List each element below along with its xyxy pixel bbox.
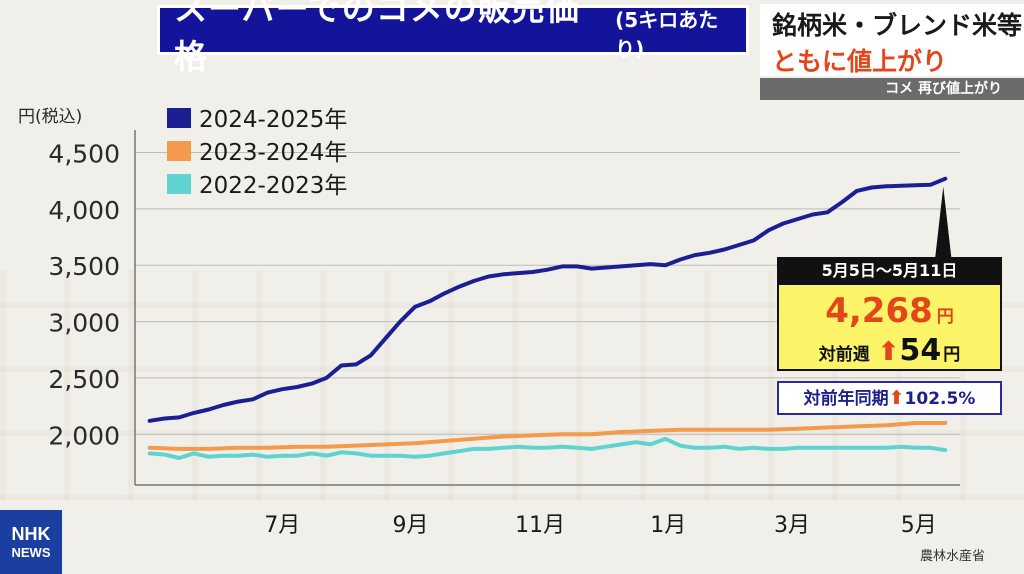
y-tick-label: 4,000 — [48, 196, 120, 225]
legend-swatch — [167, 141, 191, 161]
weekly-change-value: 54 — [899, 333, 942, 368]
source-credit: 農林水産省 — [920, 549, 986, 564]
yoy-value: 102.5% — [904, 389, 976, 409]
legend-label: 2023-2024年 — [199, 140, 347, 166]
logo-top: NHK — [11, 524, 51, 544]
y-tick-label: 3,000 — [48, 309, 120, 338]
x-tick-label: 5月 — [901, 513, 937, 538]
logo-bottom: NEWS — [11, 545, 51, 560]
arrow-up-icon: ⬆ — [877, 337, 900, 367]
y-tick-label: 2,000 — [48, 421, 120, 450]
series-line — [147, 176, 948, 423]
legend-label: 2022-2023年 — [199, 173, 347, 199]
x-tick-label: 3月 — [774, 513, 810, 538]
yoy-label: 対前年同期 — [803, 389, 889, 409]
headline-box: 銘柄米・ブレンド米等 ともに値上がり — [760, 4, 1024, 76]
chart-subtitle: (5キロあたり) — [615, 8, 719, 61]
y-tick-label: 3,500 — [48, 252, 120, 281]
weekly-change-unit: 円 — [943, 345, 961, 365]
arrow-up-icon: ⬆ — [888, 387, 905, 409]
y-axis-label: 円(税込) — [18, 107, 82, 127]
callout-pointer — [935, 186, 952, 257]
legend-swatch — [167, 108, 191, 128]
x-tick-label: 9月 — [392, 513, 428, 538]
series-line — [147, 436, 948, 460]
y-tick-label: 4,500 — [48, 140, 120, 169]
callout-box: 4,268 円 対前週 ⬆54 円 — [777, 285, 1002, 371]
headline-line1: 銘柄米・ブレンド米等 — [772, 11, 1023, 40]
yoy-box: 対前年同期⬆102.5% — [777, 381, 1002, 415]
current-price: 4,268 — [825, 291, 933, 331]
x-tick-label: 11月 — [515, 513, 565, 538]
legend-swatch — [167, 174, 191, 194]
headline-line2: ともに値上がり — [772, 47, 948, 76]
callout-price-row: 4,268 円 — [779, 291, 1000, 331]
nhk-news-logo: NHK NEWS — [0, 510, 62, 574]
topic-strip: コメ 再び値上がり — [760, 78, 1024, 100]
weekly-change-row: 対前週 ⬆54 円 — [779, 333, 1000, 368]
price-unit: 円 — [936, 307, 954, 327]
series-line — [147, 421, 948, 451]
x-tick-label: 1月 — [650, 513, 686, 538]
x-tick-label: 7月 — [264, 513, 300, 538]
legend-label: 2024-2025年 — [199, 107, 347, 133]
callout-period: 5月5日～5月11日 — [777, 257, 1002, 285]
y-tick-label: 2,500 — [48, 365, 120, 394]
weekly-change-label: 対前週 — [818, 345, 870, 365]
title-banner: スーパーでのコメの販売価格 (5キロあたり) — [157, 0, 749, 76]
chart-title: スーパーでのコメの販売価格 — [174, 0, 580, 76]
